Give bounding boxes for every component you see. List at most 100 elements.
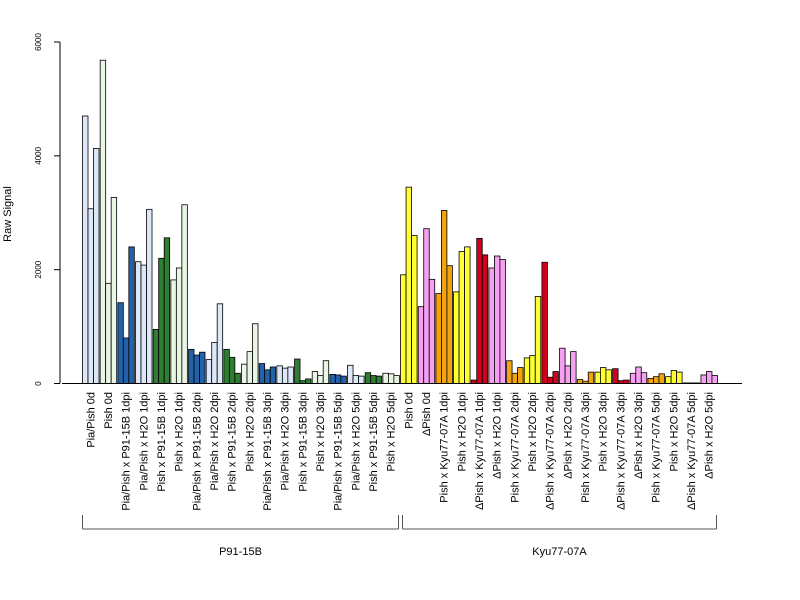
x-tick-label: Pia/Pish x P91-15B 1dpi — [121, 392, 133, 511]
x-tick-label: ΔPish x H2O 3dpi — [633, 392, 645, 479]
bar — [252, 323, 259, 384]
bar — [352, 375, 359, 384]
bar — [647, 377, 654, 384]
bar — [146, 208, 153, 384]
bar — [211, 342, 218, 384]
y-tick-label: 0 — [34, 381, 43, 386]
bar — [534, 296, 542, 384]
bar — [405, 186, 412, 384]
x-tick-label: Pia/Pish x H2O 1dpi — [138, 392, 150, 490]
bar — [470, 379, 478, 384]
bar — [605, 369, 612, 384]
x-tick-label: ΔPish x Kyu77-07A 5dpi — [686, 392, 698, 510]
bar — [193, 354, 200, 384]
x-tick-label: ΔPish x Kyu77-07A 3dpi — [615, 392, 627, 510]
bar — [552, 371, 559, 384]
bar — [629, 372, 637, 384]
x-tick-label: Pish x P91-15B 1dpi — [156, 392, 168, 492]
bar — [340, 375, 347, 384]
x-tick-label: Pish x H2O 3dpi — [315, 392, 327, 471]
bar — [93, 148, 100, 384]
bar — [676, 371, 683, 384]
bar — [658, 373, 665, 384]
bar — [458, 251, 465, 384]
x-tick-label: Pish x H2O 5dpi — [668, 392, 680, 471]
bar — [87, 208, 94, 384]
bar — [128, 246, 135, 384]
bar — [670, 370, 678, 384]
bar — [294, 358, 301, 384]
bar — [387, 373, 395, 384]
bar — [600, 367, 607, 384]
bar — [370, 375, 377, 384]
x-tick-label: Pia/Pish x P91-15B 5dpi — [333, 392, 345, 511]
bar — [364, 372, 372, 384]
bar — [317, 375, 324, 384]
x-tick-label: Pish x Kyu77-07A 5dpi — [651, 392, 663, 503]
bar — [499, 259, 506, 384]
x-tick-label: Pish x Kyu77-07A 3dpi — [580, 392, 592, 503]
bar — [382, 372, 389, 384]
bar — [587, 371, 595, 384]
bar — [105, 282, 112, 384]
x-tick-label: Pia/Pish x H2O 2dpi — [209, 392, 221, 490]
x-tick-label: Pish x H2O 5dpi — [386, 392, 398, 471]
bars — [82, 59, 718, 384]
x-tick-label: Pish x H2O 2dpi — [244, 392, 256, 471]
bar — [665, 376, 672, 384]
x-tick-label: ΔPish x H2O 5dpi — [704, 392, 716, 479]
bar — [135, 261, 142, 384]
bar — [117, 302, 124, 384]
bar — [311, 371, 319, 384]
y-tick-label: 2000 — [34, 260, 43, 278]
bar — [576, 379, 584, 384]
bar — [547, 376, 554, 384]
x-tick-label: Pish x P91-15B 5dpi — [368, 392, 380, 492]
group-label: P91-15B — [219, 546, 262, 558]
bar — [99, 59, 107, 384]
bar — [329, 373, 336, 384]
x-tick-label: Pish x Kyu77-07A 1dpi — [439, 392, 451, 503]
bar — [612, 368, 619, 384]
x-tick-label: Pia/Pish x P91-15B 3dpi — [262, 392, 274, 511]
x-tick-label: ΔPish x Kyu77-07A 2dpi — [545, 392, 557, 510]
bar — [234, 372, 241, 384]
x-tick-label: ΔPish x H2O 1dpi — [492, 392, 504, 479]
bar — [523, 357, 531, 384]
bar — [559, 347, 566, 384]
bar — [481, 254, 489, 384]
bar — [506, 360, 513, 384]
bar — [82, 115, 89, 384]
bar — [464, 246, 471, 384]
bar — [152, 329, 160, 384]
bar — [653, 376, 660, 384]
group-brackets: P91-15B Kyu77-07A — [82, 515, 717, 558]
bar — [594, 371, 601, 384]
bar — [494, 255, 501, 384]
bar — [228, 356, 236, 384]
bar — [264, 369, 271, 384]
bar — [635, 366, 642, 384]
bar — [411, 235, 418, 384]
bar — [322, 360, 330, 384]
bar — [170, 279, 177, 384]
y-axis-title: Raw Signal — [2, 186, 14, 242]
bar — [175, 267, 183, 384]
bar — [358, 375, 365, 384]
x-tick-label: ΔPish x H2O 2dpi — [562, 392, 574, 479]
x-tick-label: Pish x P91-15B 3dpi — [297, 392, 309, 492]
bar — [276, 365, 283, 384]
bar — [305, 378, 312, 384]
bar — [564, 365, 571, 384]
bar — [181, 204, 188, 384]
bar — [246, 351, 253, 384]
bar — [375, 375, 383, 384]
bar — [435, 293, 442, 384]
x-tick-label: Pish x Kyu77-07A 2dpi — [509, 392, 521, 503]
bar — [393, 375, 400, 384]
x-tick-label: ΔPish x Kyu77-07A 1dpi — [474, 392, 486, 510]
y-tick-label: 6000 — [34, 33, 43, 51]
bar — [511, 372, 518, 384]
bar — [258, 363, 266, 384]
